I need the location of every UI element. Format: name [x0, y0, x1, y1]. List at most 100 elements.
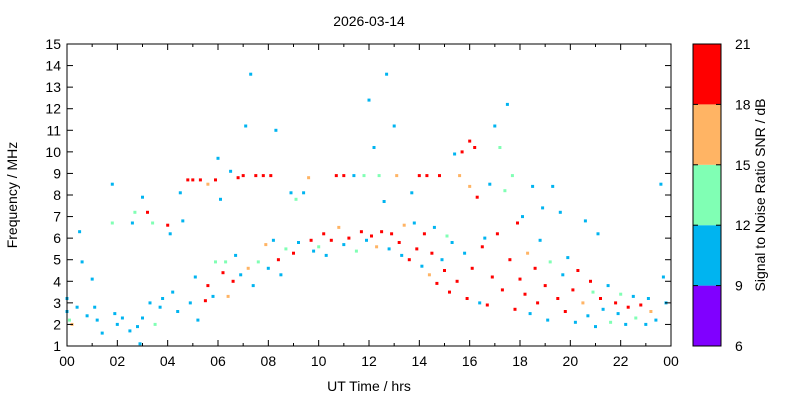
- data-point: [563, 310, 567, 313]
- x-tick-label: 02: [110, 353, 126, 369]
- y-tick-label: 1: [53, 338, 61, 354]
- data-point: [453, 152, 457, 156]
- data-point: [576, 269, 580, 272]
- data-point: [425, 174, 429, 178]
- data-point: [241, 174, 245, 178]
- data-point: [531, 184, 535, 188]
- x-tick-label: 20: [563, 353, 579, 369]
- data-point: [146, 210, 149, 214]
- data-point: [309, 238, 313, 242]
- data-point: [397, 241, 401, 244]
- x-axis-label: UT Time / hrs: [327, 378, 411, 394]
- colorbar-tick-label: 6: [735, 338, 743, 354]
- data-point: [178, 191, 182, 195]
- data-point: [246, 266, 250, 270]
- data-point: [151, 221, 155, 225]
- data-point: [556, 297, 560, 300]
- data-point: [586, 314, 590, 318]
- x-tick-label: 18: [512, 353, 528, 369]
- data-point: [392, 124, 396, 128]
- data-point: [78, 230, 82, 234]
- y-tick-label: 6: [53, 230, 61, 246]
- data-point: [412, 221, 416, 225]
- data-point: [224, 260, 228, 264]
- data-point: [417, 174, 421, 178]
- data-point: [317, 245, 321, 249]
- data-point: [294, 197, 298, 201]
- colorbar-band: [693, 164, 721, 226]
- data-point: [85, 314, 89, 318]
- y-tick-label: 3: [53, 295, 61, 311]
- data-point: [113, 312, 117, 316]
- y-tick-label: 8: [53, 187, 61, 203]
- colorbar-tick-label: 21: [735, 36, 751, 52]
- data-point: [251, 284, 255, 288]
- data-point: [375, 245, 379, 249]
- data-point: [211, 294, 215, 298]
- data-point: [614, 301, 618, 305]
- data-point: [216, 156, 220, 160]
- data-point: [581, 301, 585, 305]
- data-point: [458, 174, 462, 178]
- data-point: [359, 230, 363, 234]
- data-point: [558, 210, 562, 214]
- data-point: [95, 318, 99, 322]
- data-point: [432, 225, 436, 229]
- data-point: [128, 329, 132, 333]
- data-point: [415, 247, 419, 251]
- x-tick-label: 10: [311, 353, 327, 369]
- colorbar-frame: [692, 43, 722, 347]
- data-point: [166, 223, 170, 227]
- data-point: [324, 253, 328, 257]
- colorbar-tick-label: 18: [735, 96, 751, 112]
- data-point: [521, 215, 524, 219]
- data-point: [513, 307, 517, 311]
- plot-background: [67, 44, 671, 346]
- data-point: [221, 271, 225, 275]
- data-point: [516, 221, 519, 225]
- data-point: [133, 210, 137, 214]
- data-point: [551, 184, 555, 188]
- chart-title: 2026-03-14: [333, 13, 405, 29]
- data-point: [626, 305, 630, 309]
- y-tick-label: 10: [45, 144, 61, 160]
- data-point: [440, 258, 444, 262]
- data-point: [254, 174, 258, 178]
- data-point: [488, 182, 492, 186]
- data-point: [292, 251, 295, 255]
- data-point: [80, 260, 84, 264]
- data-point: [606, 284, 610, 288]
- data-point: [634, 316, 638, 320]
- data-point: [508, 258, 512, 262]
- data-point: [566, 256, 570, 260]
- data-point: [115, 322, 119, 326]
- data-point: [337, 225, 341, 229]
- data-point: [302, 191, 306, 195]
- y-tick-label: 14: [45, 58, 61, 74]
- data-point: [214, 178, 217, 182]
- colorbar-band: [693, 104, 721, 165]
- data-point: [644, 322, 648, 326]
- data-point: [510, 174, 514, 178]
- data-point: [307, 176, 311, 180]
- data-point: [188, 301, 192, 305]
- data-point: [347, 236, 351, 240]
- data-point: [583, 219, 587, 223]
- data-point: [543, 284, 547, 288]
- data-point: [523, 292, 527, 296]
- data-point: [490, 275, 494, 279]
- colorbar-band: [693, 44, 721, 105]
- data-point: [312, 249, 316, 253]
- data-point: [385, 72, 389, 76]
- data-point: [370, 234, 373, 238]
- data-point: [589, 279, 592, 283]
- data-point: [372, 146, 376, 149]
- y-tick-label: 12: [45, 101, 61, 117]
- colorbar-tick-label: 12: [735, 217, 751, 233]
- data-point: [342, 243, 346, 247]
- plot-area: [67, 44, 671, 346]
- x-tick-label: 00: [663, 353, 679, 369]
- data-point: [639, 303, 643, 307]
- colorbar: 6 9 12 15 18 21: [692, 36, 751, 354]
- data-point: [203, 299, 207, 303]
